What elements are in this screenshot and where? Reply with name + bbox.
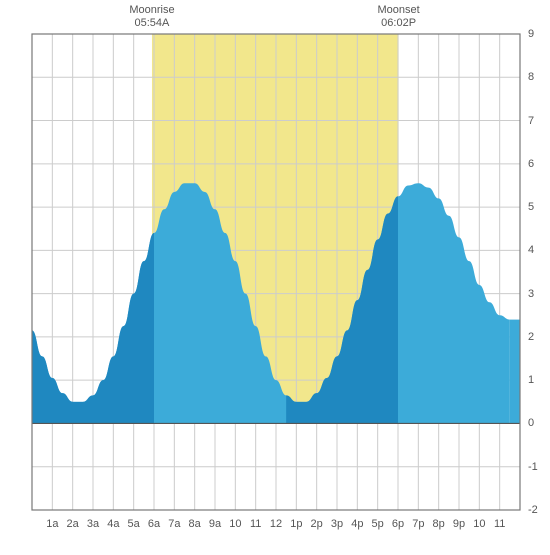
x-tick-label: 3p <box>331 518 343 530</box>
annotation-time: 06:02P <box>378 17 420 30</box>
x-tick-label: 1p <box>290 518 302 530</box>
annotation-label: Moonset <box>378 4 420 16</box>
x-tick-label: 7a <box>168 518 180 530</box>
x-tick-label: 6p <box>392 518 404 530</box>
chart-svg <box>0 0 550 550</box>
y-tick-label: 3 <box>528 288 534 300</box>
y-tick-label: 5 <box>528 201 534 213</box>
x-tick-label: 12 <box>270 518 282 530</box>
x-tick-label: 11 <box>494 518 505 530</box>
x-tick-label: 2p <box>311 518 323 530</box>
y-tick-label: 9 <box>528 28 534 40</box>
y-tick-label: 4 <box>528 244 534 256</box>
x-tick-label: 8p <box>433 518 445 530</box>
y-tick-label: 8 <box>528 71 534 83</box>
y-tick-label: -2 <box>528 504 538 516</box>
x-tick-label: 7p <box>412 518 424 530</box>
x-tick-label: 5p <box>372 518 384 530</box>
x-tick-label: 4p <box>351 518 363 530</box>
tide-chart: Moonrise05:54A Moonset06:02P 1a 2a 3a 4a 5a 6a… <box>0 0 550 550</box>
y-tick-label: 7 <box>528 115 534 127</box>
y-tick-label: 6 <box>528 158 534 170</box>
y-tick-label: 0 <box>528 417 534 429</box>
x-tick-label: 8a <box>189 518 201 530</box>
x-tick-label: 3a <box>87 518 99 530</box>
y-tick-label: 2 <box>528 331 534 343</box>
x-tick-label: 10 <box>229 518 241 530</box>
x-tick-label: 1a <box>46 518 58 530</box>
moonrise-annotation: Moonrise05:54A <box>129 4 174 30</box>
x-tick-label: 4a <box>107 518 119 530</box>
x-tick-label: 10 <box>473 518 485 530</box>
x-tick-label: 5a <box>128 518 140 530</box>
annotation-label: Moonrise <box>129 4 174 16</box>
annotation-time: 05:54A <box>129 17 174 30</box>
x-tick-label: 9a <box>209 518 221 530</box>
moonset-annotation: Moonset06:02P <box>378 4 420 30</box>
y-tick-label: -1 <box>528 461 538 473</box>
y-tick-label: 1 <box>528 374 534 386</box>
x-tick-label: 6a <box>148 518 160 530</box>
x-tick-label: 9p <box>453 518 465 530</box>
x-tick-label: 2a <box>67 518 79 530</box>
x-tick-label: 11 <box>250 518 261 530</box>
